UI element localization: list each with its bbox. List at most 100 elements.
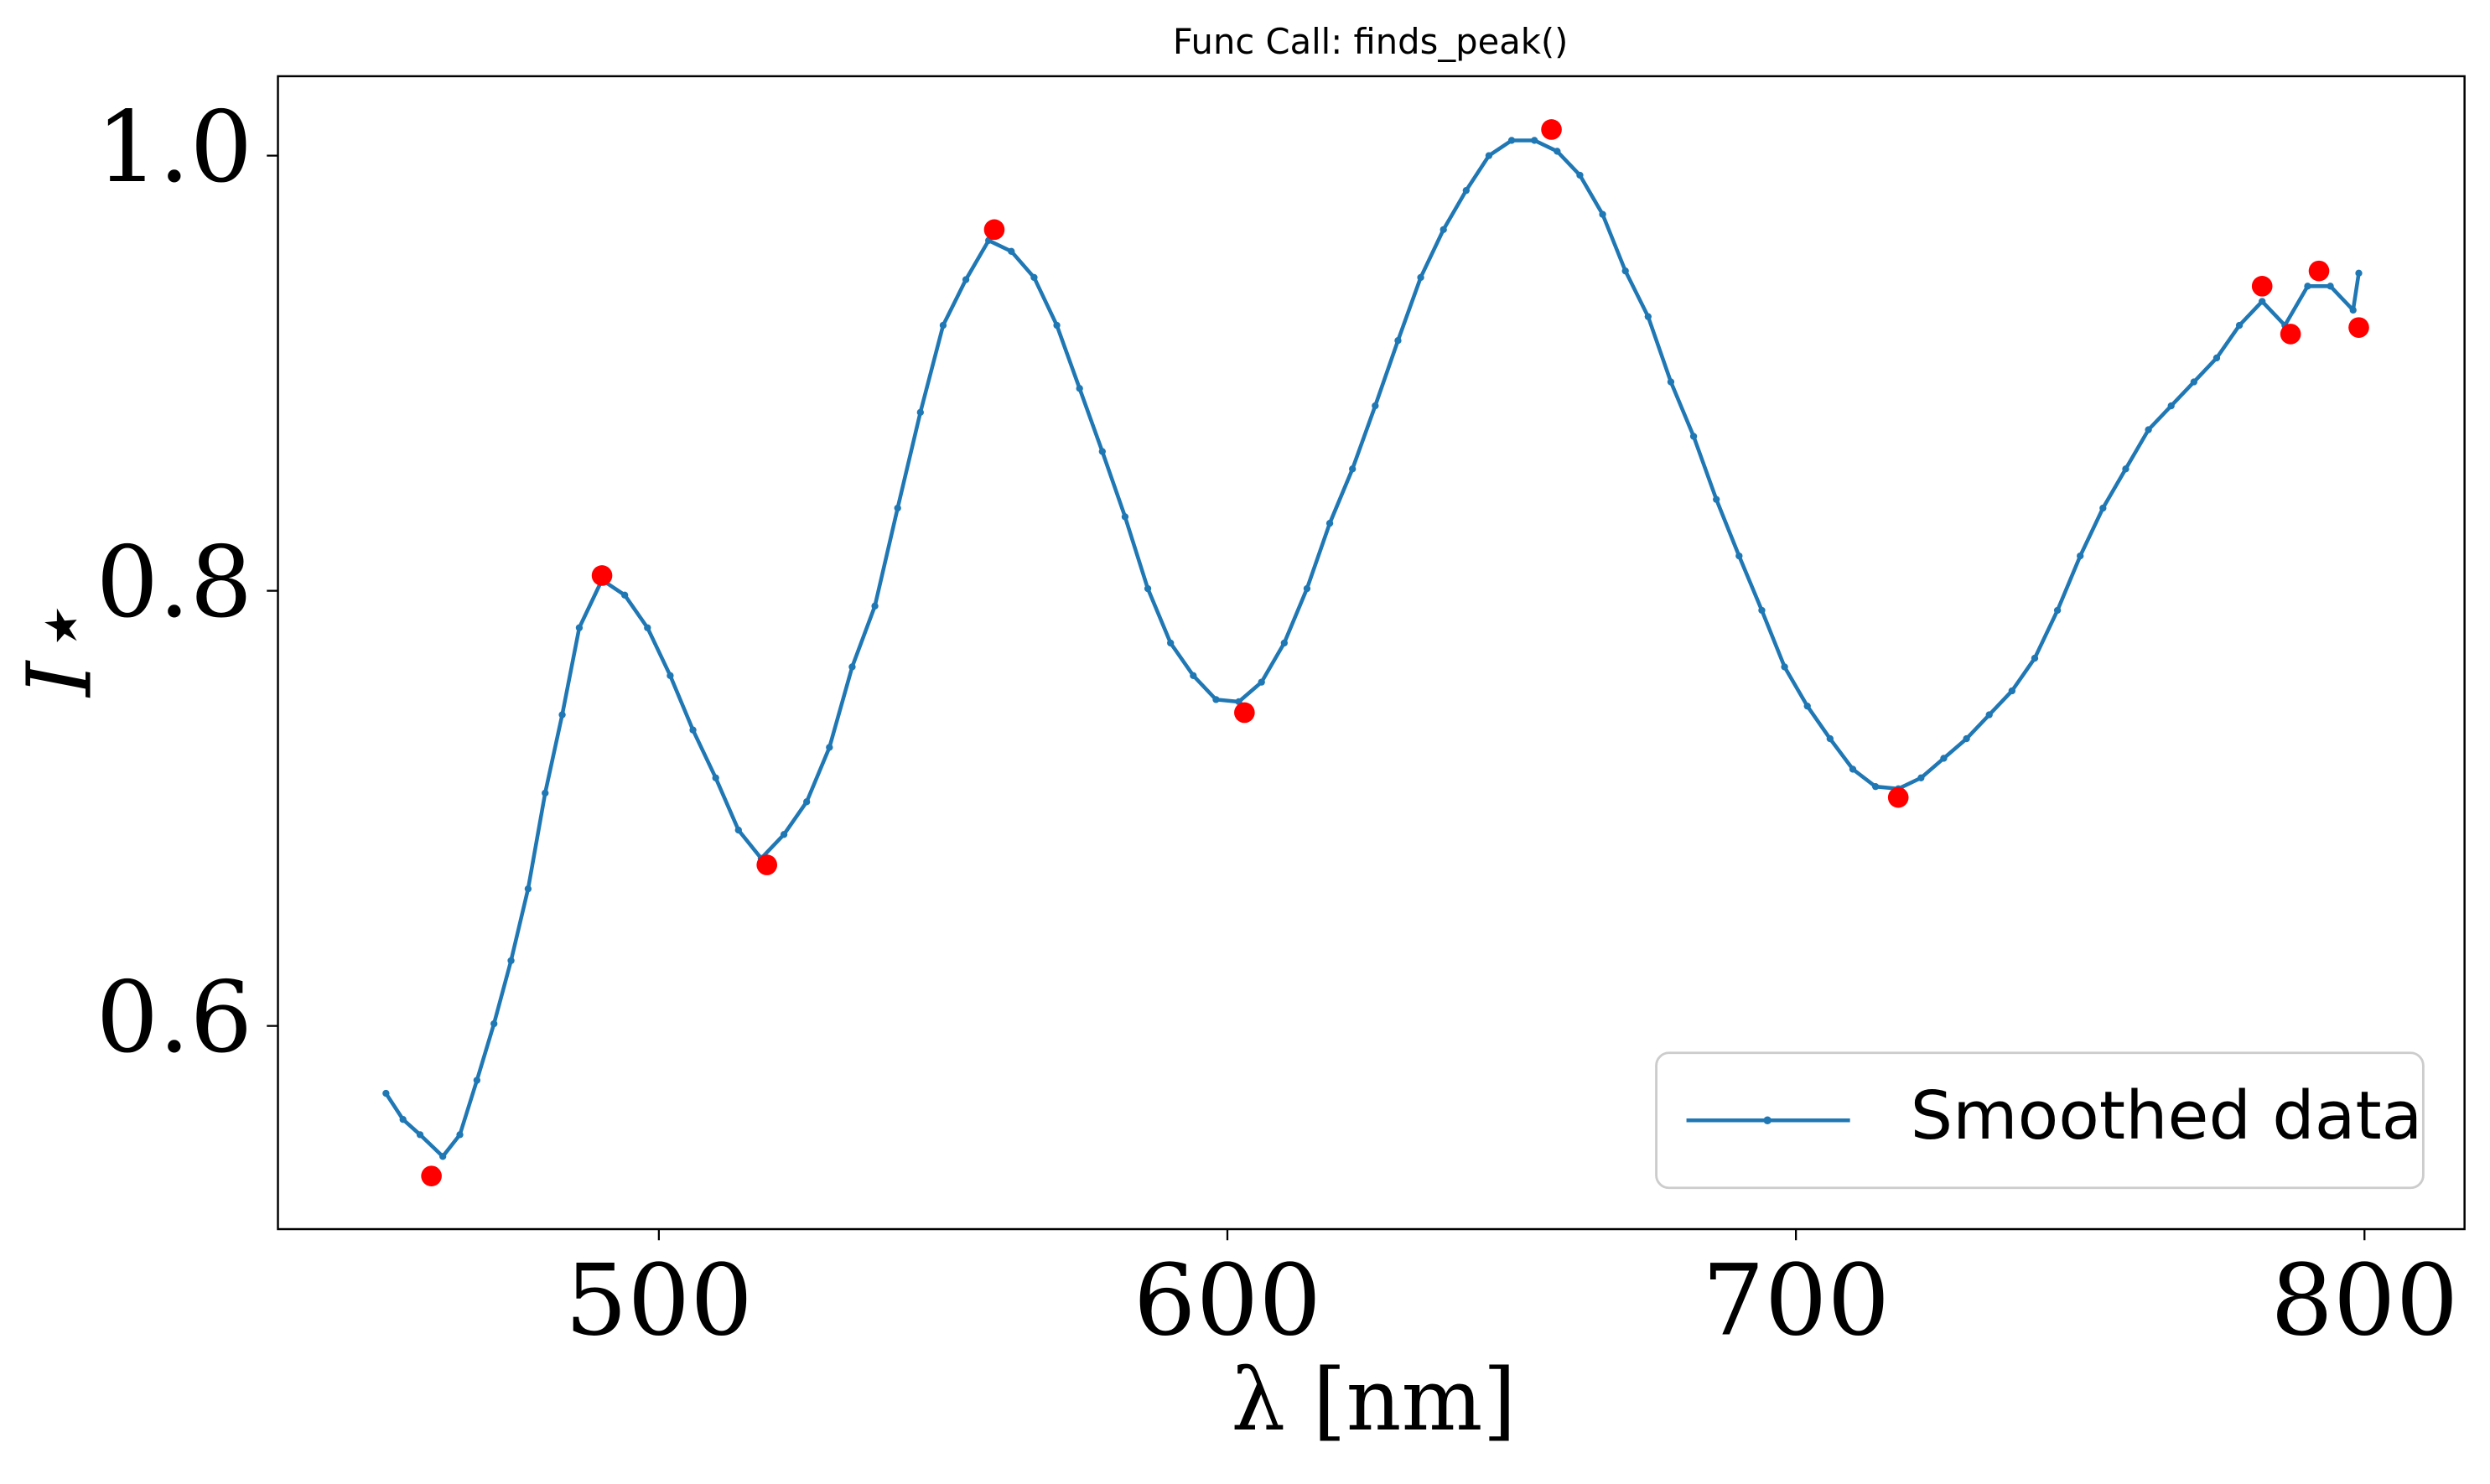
data-point [916, 408, 924, 417]
data-point [456, 1131, 464, 1139]
data-point [1735, 552, 1743, 560]
data-point [2031, 654, 2039, 662]
data-point [803, 798, 811, 806]
data-point [2145, 426, 2152, 433]
data-point [848, 663, 856, 671]
data-point [1621, 267, 1629, 275]
data-point [1599, 210, 1606, 218]
legend-marker [1763, 1116, 1772, 1124]
data-point [2167, 402, 2175, 410]
data-point [894, 504, 901, 512]
data-point [1303, 584, 1311, 593]
data-point [1985, 711, 1993, 719]
data-point [439, 1153, 447, 1160]
data-point [1280, 639, 1288, 647]
data-point [2190, 378, 2198, 386]
data-point [2327, 283, 2334, 290]
data-point [712, 774, 719, 781]
data-point [644, 624, 651, 631]
data-point [490, 1020, 498, 1028]
peak-point [1541, 119, 1562, 140]
data-point [1030, 273, 1038, 282]
data-point [1849, 765, 1857, 773]
data-point [2008, 687, 2016, 695]
peak-point [1234, 702, 1255, 724]
data-point [558, 711, 566, 719]
data-point [621, 591, 629, 599]
peak-point [2308, 260, 2330, 282]
data-point [2212, 354, 2221, 362]
data-point [399, 1116, 407, 1123]
data-point [1053, 321, 1061, 329]
peak-point [591, 565, 613, 586]
x-tick-label: 800 [2270, 1243, 2458, 1357]
data-point [1531, 137, 1538, 144]
data-point [1349, 465, 1357, 473]
data-point [2077, 552, 2084, 560]
data-point [1076, 385, 1083, 392]
data-point [1917, 774, 1925, 781]
data-point [1803, 702, 1811, 710]
data-point [2053, 606, 2062, 615]
data-point [1325, 520, 1334, 527]
data-point [734, 826, 742, 834]
data-point [1258, 678, 1265, 686]
data-point [667, 672, 674, 680]
data-point [1008, 247, 1015, 255]
data-point [962, 276, 970, 283]
data-point [1372, 402, 1379, 410]
peak-point [2348, 317, 2369, 338]
data-point [1212, 696, 1220, 703]
data-point [1440, 226, 1447, 234]
data-point [2259, 298, 2266, 305]
chart-title: Func Call: finds_peak() [1173, 21, 1569, 62]
data-point [1144, 584, 1152, 593]
data-point [524, 885, 532, 893]
x-tick-label: 600 [1133, 1243, 1321, 1357]
data-point [382, 1089, 390, 1097]
data-point [2349, 306, 2357, 314]
data-point [1507, 137, 1516, 144]
y-tick-label: 1.0 [96, 90, 252, 205]
data-point [1871, 783, 1880, 791]
data-point [1644, 313, 1652, 320]
data-point [473, 1077, 481, 1084]
data-line [384, 138, 2361, 1159]
data-point [939, 321, 947, 329]
data-point [1826, 734, 1834, 743]
data-point [1713, 496, 1720, 503]
y-tick-label: 0.8 [96, 525, 252, 640]
data-point [871, 602, 879, 610]
data-point [2355, 269, 2363, 277]
peak-point [983, 219, 1005, 241]
data-point [1190, 672, 1197, 680]
legend-label: Smoothed data [1911, 1077, 2423, 1155]
peak-point [2280, 324, 2301, 345]
data-point [1667, 378, 1675, 386]
data-point [575, 624, 584, 631]
data-point [507, 957, 515, 964]
plot-frame [277, 75, 2466, 1231]
data-point [1121, 513, 1129, 521]
data-point [2099, 504, 2107, 512]
data-point [1485, 152, 1493, 159]
x-tick-label: 700 [1702, 1243, 1890, 1357]
data-point [1098, 448, 1106, 455]
data-point [1554, 148, 1561, 155]
data-point [1462, 186, 1470, 195]
data-point [780, 831, 788, 838]
data-point [689, 726, 697, 734]
data-point [2235, 321, 2244, 329]
data-point [416, 1131, 424, 1139]
x-axis-label: λ [nm] [1231, 1351, 1516, 1450]
peak-point [1887, 786, 1909, 808]
peak-point [421, 1165, 442, 1186]
data-point [1394, 337, 1402, 345]
peak-point [756, 854, 778, 875]
data-point [1758, 606, 1766, 615]
data-point [542, 789, 549, 797]
data-point [1689, 433, 1698, 440]
data-point [2304, 283, 2311, 290]
